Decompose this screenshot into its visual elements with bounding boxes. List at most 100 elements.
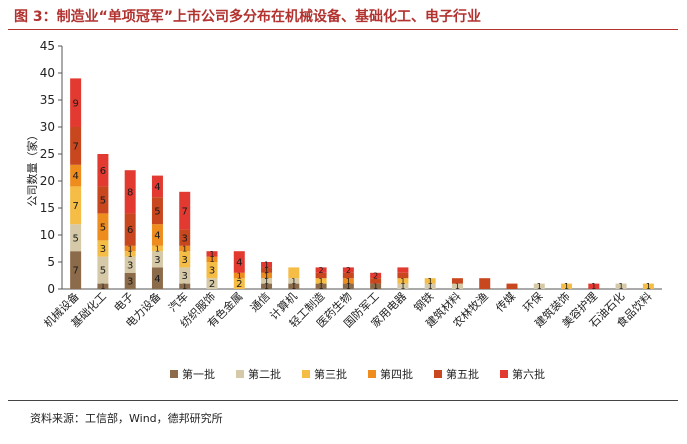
y-tick-label: 10 xyxy=(40,228,55,242)
data-label: 1 xyxy=(400,282,405,291)
data-label: 6 xyxy=(100,166,106,177)
data-label: 3 xyxy=(100,244,106,255)
bar-segment xyxy=(151,267,163,289)
y-tick-label: 25 xyxy=(40,147,55,161)
data-label: 1 xyxy=(264,271,269,280)
bar-segment xyxy=(342,283,354,289)
bar-segment xyxy=(615,283,627,289)
bar-segment xyxy=(342,278,354,284)
bar-segment xyxy=(261,278,273,284)
data-label: 2 xyxy=(209,279,215,290)
bar-segment xyxy=(315,267,327,273)
bar-segment xyxy=(70,127,82,165)
bar-segment xyxy=(397,267,409,273)
bar-segment xyxy=(479,278,491,289)
bar-segment xyxy=(179,191,191,230)
data-label: 1 xyxy=(619,282,624,291)
bar-segment xyxy=(342,272,354,279)
data-label: 3 xyxy=(182,255,188,266)
bar-segment xyxy=(588,283,600,289)
bar-segment xyxy=(315,283,327,289)
legend-label: 第四批 xyxy=(380,367,413,381)
data-label: 3 xyxy=(154,255,160,266)
data-label: 3 xyxy=(127,277,133,288)
bar-segment xyxy=(206,278,218,289)
y-axis-label: 公司数量（家） xyxy=(25,130,39,207)
legend-label: 第二批 xyxy=(248,367,281,381)
data-label: 1 xyxy=(346,282,351,291)
legend-swatch xyxy=(170,370,178,378)
data-label: 1 xyxy=(128,244,133,253)
data-label: 1 xyxy=(455,282,460,291)
legend: 第一批 第二批 第三批 第四批 第五批 第六批 xyxy=(170,367,545,381)
bar-segment xyxy=(151,251,163,268)
bar-segment xyxy=(370,278,382,284)
bar-segment xyxy=(342,267,354,273)
bar-segment xyxy=(233,272,245,279)
data-label: 4 xyxy=(154,231,160,242)
data-label: 1 xyxy=(346,277,351,286)
data-label: 1 xyxy=(400,277,405,286)
bar-segment xyxy=(70,251,82,289)
bar-segment xyxy=(288,267,300,279)
y-tick-label: 45 xyxy=(40,39,55,53)
bar-segment xyxy=(97,186,109,214)
data-label: 1 xyxy=(591,282,596,291)
legend-swatch xyxy=(368,370,376,378)
data-label: 5 xyxy=(100,223,106,234)
data-label: 5 xyxy=(100,196,106,207)
bar-segment xyxy=(370,283,382,289)
data-label: 2 xyxy=(346,266,351,275)
bar-segment xyxy=(561,283,573,289)
bar-segment xyxy=(151,175,163,198)
y-tick-label: 35 xyxy=(40,93,55,107)
bar-segment xyxy=(288,283,300,289)
legend-label: 第五批 xyxy=(446,367,479,381)
bar-segment xyxy=(261,262,273,268)
bar-segment xyxy=(288,278,300,284)
bar-segment xyxy=(179,229,191,246)
data-label: 1 xyxy=(646,282,651,291)
bar-segment xyxy=(124,170,136,214)
y-tick-label: 5 xyxy=(47,255,55,269)
data-label: 7 xyxy=(72,142,78,153)
x-tick-label: 传媒 xyxy=(493,290,518,315)
legend-swatch xyxy=(236,370,244,378)
data-label: 1 xyxy=(428,282,433,291)
data-label: 2 xyxy=(319,266,324,275)
data-label: 1 xyxy=(237,271,242,280)
data-label: 8 xyxy=(127,187,133,198)
legend-label: 第三批 xyxy=(314,367,347,381)
bar-segment xyxy=(97,213,109,241)
bar-segment xyxy=(397,272,409,279)
data-label: 3 xyxy=(209,266,215,277)
bar-segment xyxy=(124,213,136,246)
bar-segment xyxy=(124,256,136,273)
data-label: 1 xyxy=(264,261,269,270)
data-label: 1 xyxy=(264,282,269,291)
bar-segment xyxy=(261,283,273,289)
bar-segment xyxy=(70,224,82,252)
data-label: 2 xyxy=(236,279,242,290)
bar-segment xyxy=(397,278,409,284)
data-label: 5 xyxy=(72,233,78,244)
data-label: 1 xyxy=(128,250,133,259)
data-label: 1 xyxy=(537,282,542,291)
y-tick-label: 15 xyxy=(40,201,55,215)
data-label: 1 xyxy=(182,244,187,253)
data-label: 1 xyxy=(182,282,187,291)
data-label: 1 xyxy=(319,277,324,286)
bar-segment xyxy=(70,78,82,127)
bar-segment xyxy=(397,283,409,289)
legend-label: 第一批 xyxy=(182,367,215,381)
data-label: 1 xyxy=(264,277,269,286)
bar-segment xyxy=(315,272,327,279)
data-label: 4 xyxy=(154,182,160,193)
data-label: 1 xyxy=(209,250,214,259)
data-label: 3 xyxy=(127,260,133,271)
data-label: 3 xyxy=(182,233,188,244)
data-label: 2 xyxy=(373,271,378,280)
bar-segment xyxy=(233,251,245,273)
